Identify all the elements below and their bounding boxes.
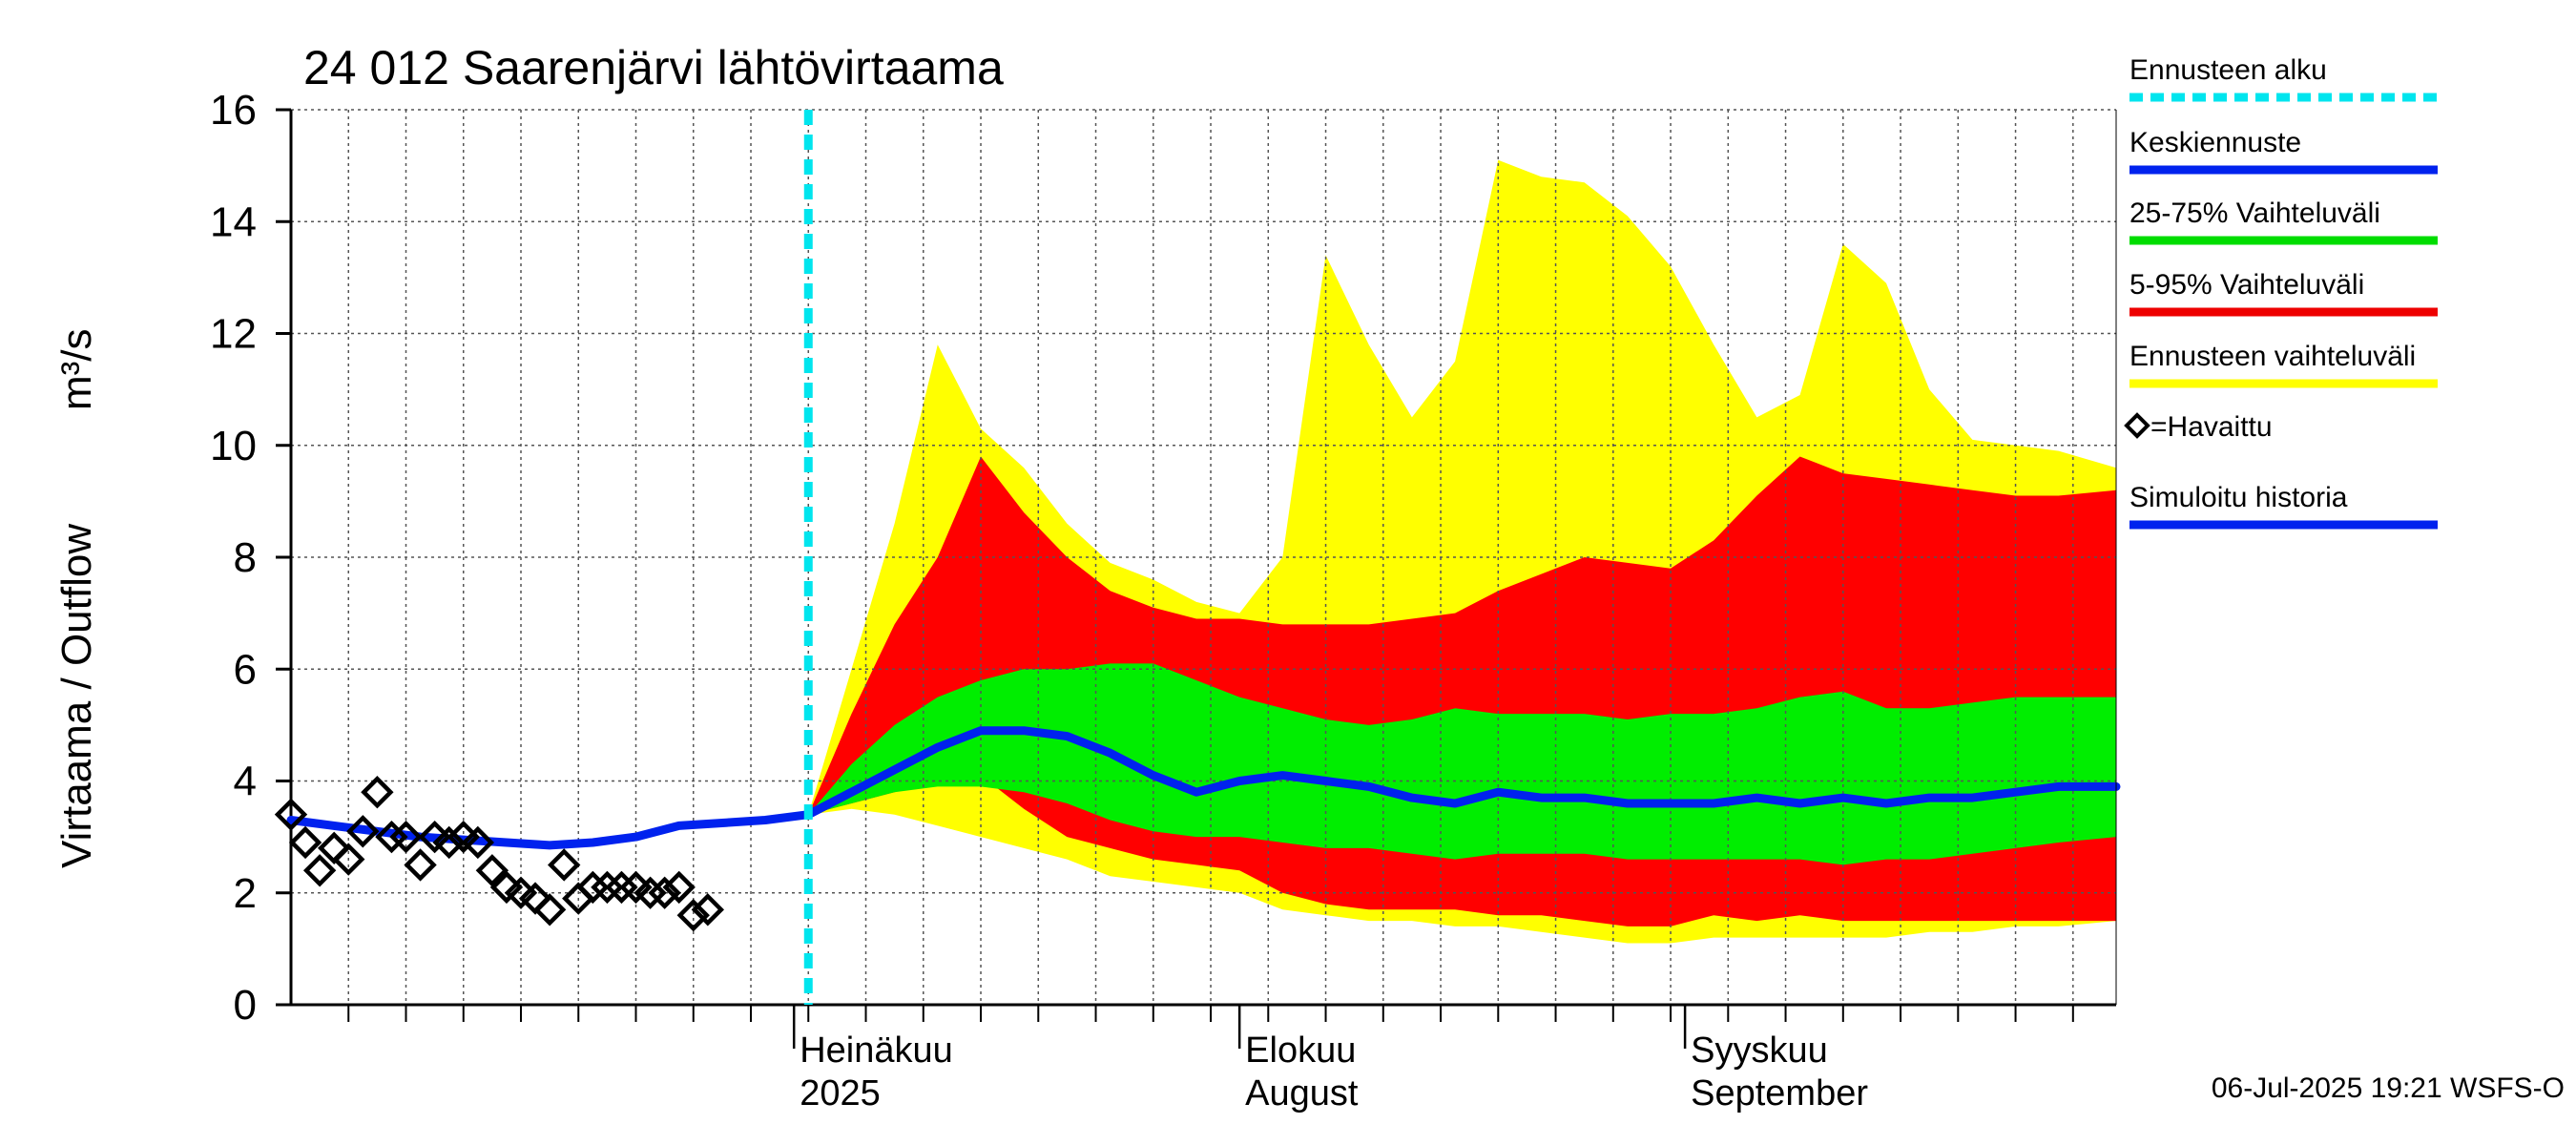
y-tick-label: 6 — [234, 646, 257, 693]
y-tick-label: 16 — [210, 87, 257, 134]
observed-point — [475, 854, 509, 887]
legend: Ennusteen alku Keskiennuste 25-75% Vaihtel… — [2124, 54, 2438, 530]
observed-point — [361, 776, 394, 809]
legend-label: Ennusteen vaihteluväli — [2129, 341, 2416, 372]
observed-point — [404, 848, 437, 882]
month-label-line2: September — [1691, 1073, 1868, 1114]
observed-point — [288, 825, 322, 860]
month-label-line1: Heinäkuu — [800, 1030, 953, 1071]
observed-point — [591, 870, 624, 905]
chart-title: 24 012 Saarenjärvi lähtövirtaama — [303, 41, 1004, 94]
observed-point — [576, 870, 610, 905]
observed-point — [318, 831, 351, 865]
observed-point — [548, 848, 581, 882]
observed-point — [634, 876, 667, 909]
legend-label: Ennusteen alku — [2129, 54, 2327, 86]
y-tick-label: 12 — [210, 311, 257, 358]
band-25-75-vaihteluv-li — [808, 663, 2116, 865]
observed-points — [274, 776, 725, 932]
y-tick-label: 2 — [234, 870, 257, 917]
month-label-line2: August — [1245, 1073, 1359, 1114]
y-tick-label: 8 — [234, 534, 257, 581]
footer-timestamp: 06-Jul-2025 19:21 WSFS-O — [2212, 1072, 2565, 1104]
month-label-line1: Elokuu — [1245, 1030, 1356, 1071]
observed-point — [389, 820, 423, 854]
observed-point — [605, 870, 638, 905]
legend-label: 5-95% Vaihteluväli — [2129, 269, 2364, 301]
legend-label: 25-75% Vaihteluväli — [2129, 198, 2380, 229]
y-tick-label: 10 — [210, 423, 257, 469]
observed-point — [302, 854, 337, 887]
observed-point — [532, 893, 567, 926]
legend-label: Keskiennuste — [2129, 127, 2301, 158]
legend-marker-observed — [2124, 412, 2150, 439]
observed-point — [662, 870, 696, 905]
observed-point — [648, 876, 681, 909]
y-tick-label: 4 — [234, 759, 257, 805]
observed-point — [375, 820, 408, 854]
observed-point — [691, 893, 725, 926]
y-tick-label: 14 — [210, 198, 257, 245]
observed-point — [432, 825, 466, 860]
series-median-forecast — [803, 726, 2121, 820]
y-axis-label: Virtaama / Outflow — [53, 524, 100, 868]
y-axis-label-group: Virtaama / Outflow m³/s — [53, 328, 100, 868]
observed-point — [461, 825, 495, 860]
month-label-line1: Syyskuu — [1691, 1030, 1828, 1071]
y-tick-label: 0 — [234, 982, 257, 1029]
legend-label: =Havaittu — [2150, 411, 2273, 443]
observed-point — [676, 899, 710, 932]
observed-point — [332, 843, 365, 876]
observed-point — [518, 882, 552, 915]
observed-point — [346, 815, 380, 848]
y-axis-unit: m³/s — [53, 328, 100, 410]
month-label-line2: 2025 — [800, 1073, 881, 1114]
legend-label: Simuloitu historia — [2129, 482, 2348, 513]
observed-point — [274, 798, 308, 831]
